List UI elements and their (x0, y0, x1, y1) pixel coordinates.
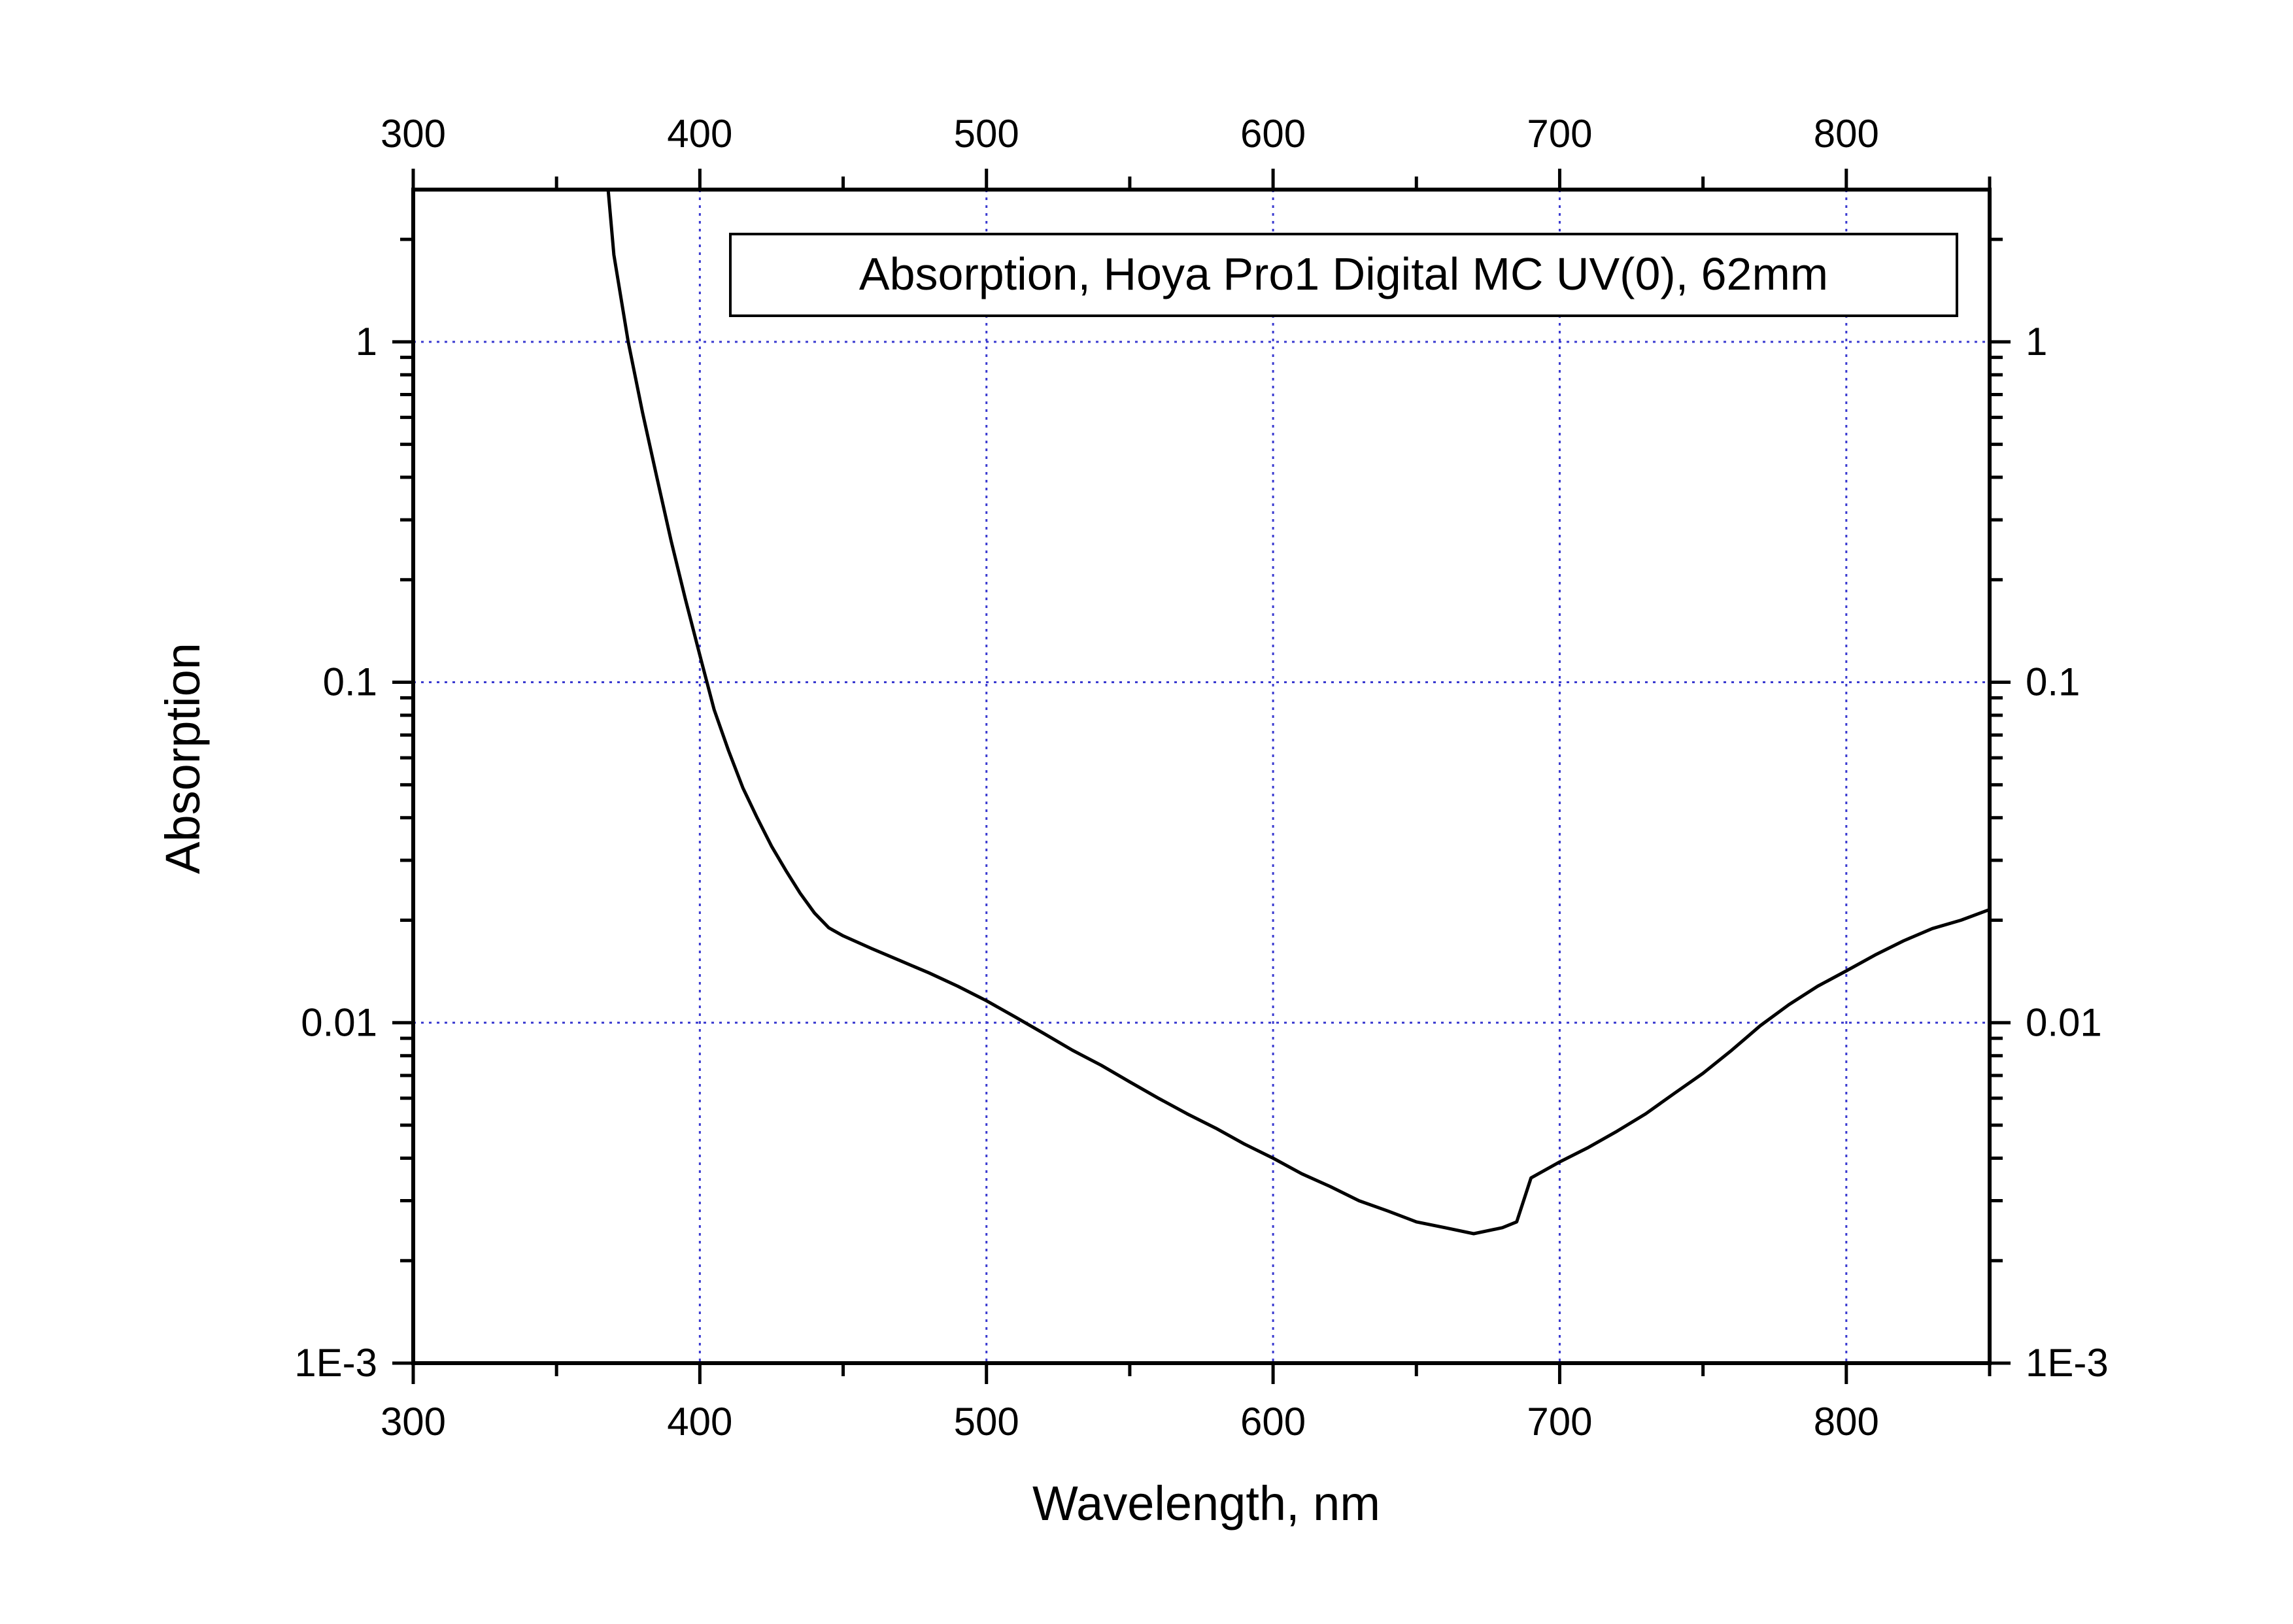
x-tick-label-bottom: 700 (1527, 1400, 1592, 1444)
x-tick-label-bottom: 300 (381, 1400, 446, 1444)
x-tick-label-bottom: 800 (1814, 1400, 1879, 1444)
legend: Absorption, Hoya Pro1 Digital MC UV(0), … (729, 233, 1958, 317)
x-tick-label-top: 700 (1527, 112, 1592, 156)
y-tick-label-right: 0.1 (2026, 660, 2080, 704)
tick-labels: 300 300 400 400 500 500 600 600 700 700 800 800 1 1 0.… (294, 112, 2109, 1444)
x-tick-label-top: 800 (1814, 112, 1879, 156)
y-tick-label-left: 1E-3 (294, 1341, 377, 1385)
x-axis-title: Wavelength, nm (1032, 1476, 1380, 1531)
y-tick-label-left: 1 (356, 320, 377, 364)
plot-frame (411, 188, 1992, 1365)
legend-text: Absorption, Hoya Pro1 Digital MC UV(0), … (859, 248, 1828, 299)
data-layer (606, 190, 1990, 1236)
x-tick-label-top: 500 (954, 112, 1019, 156)
x-tick-label-bottom: 400 (667, 1400, 732, 1444)
y-axis-title: Absorption (156, 643, 210, 874)
y-tick-label-right: 1E-3 (2026, 1341, 2109, 1385)
x-tick-label-top: 400 (667, 112, 732, 156)
y-tick-label-right: 0.01 (2026, 1000, 2102, 1044)
x-tick-label-top: 600 (1240, 112, 1306, 156)
x-tick-label-top: 300 (381, 112, 446, 156)
y-tick-label-left: 0.01 (301, 1000, 377, 1044)
x-tick-label-bottom: 600 (1240, 1400, 1306, 1444)
absorption-series-line (606, 190, 1990, 1236)
legend-box (729, 233, 1958, 317)
axes (392, 169, 2011, 1384)
y-tick-label-right: 1 (2026, 320, 2047, 364)
x-tick-label-bottom: 500 (954, 1400, 1019, 1444)
y-tick-label-left: 0.1 (323, 660, 377, 704)
